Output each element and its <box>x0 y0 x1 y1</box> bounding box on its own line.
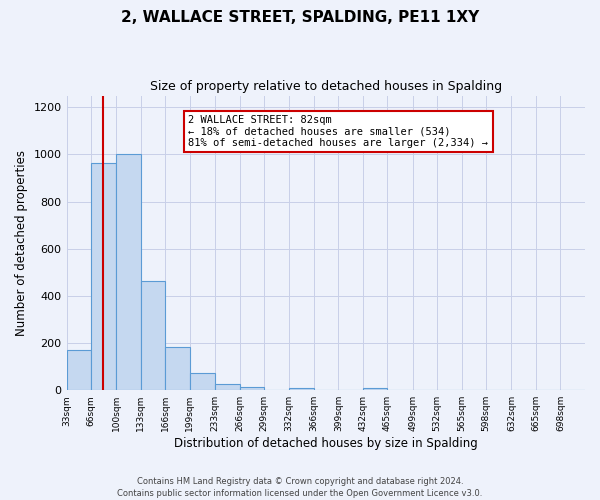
Bar <box>239 386 264 390</box>
Text: 2, WALLACE STREET, SPALDING, PE11 1XY: 2, WALLACE STREET, SPALDING, PE11 1XY <box>121 10 479 25</box>
X-axis label: Distribution of detached houses by size in Spalding: Distribution of detached houses by size … <box>174 437 478 450</box>
Bar <box>289 388 314 390</box>
Y-axis label: Number of detached properties: Number of detached properties <box>15 150 28 336</box>
Bar <box>116 154 141 390</box>
Title: Size of property relative to detached houses in Spalding: Size of property relative to detached ho… <box>150 80 502 93</box>
Bar <box>190 372 215 390</box>
Text: Contains HM Land Registry data © Crown copyright and database right 2024.
Contai: Contains HM Land Registry data © Crown c… <box>118 476 482 498</box>
Bar <box>363 388 388 390</box>
Text: 2 WALLACE STREET: 82sqm
← 18% of detached houses are smaller (534)
81% of semi-d: 2 WALLACE STREET: 82sqm ← 18% of detache… <box>188 114 488 148</box>
Bar <box>67 350 91 390</box>
Bar <box>166 346 190 390</box>
Bar <box>141 280 166 390</box>
Bar <box>91 162 116 390</box>
Bar <box>215 384 239 390</box>
